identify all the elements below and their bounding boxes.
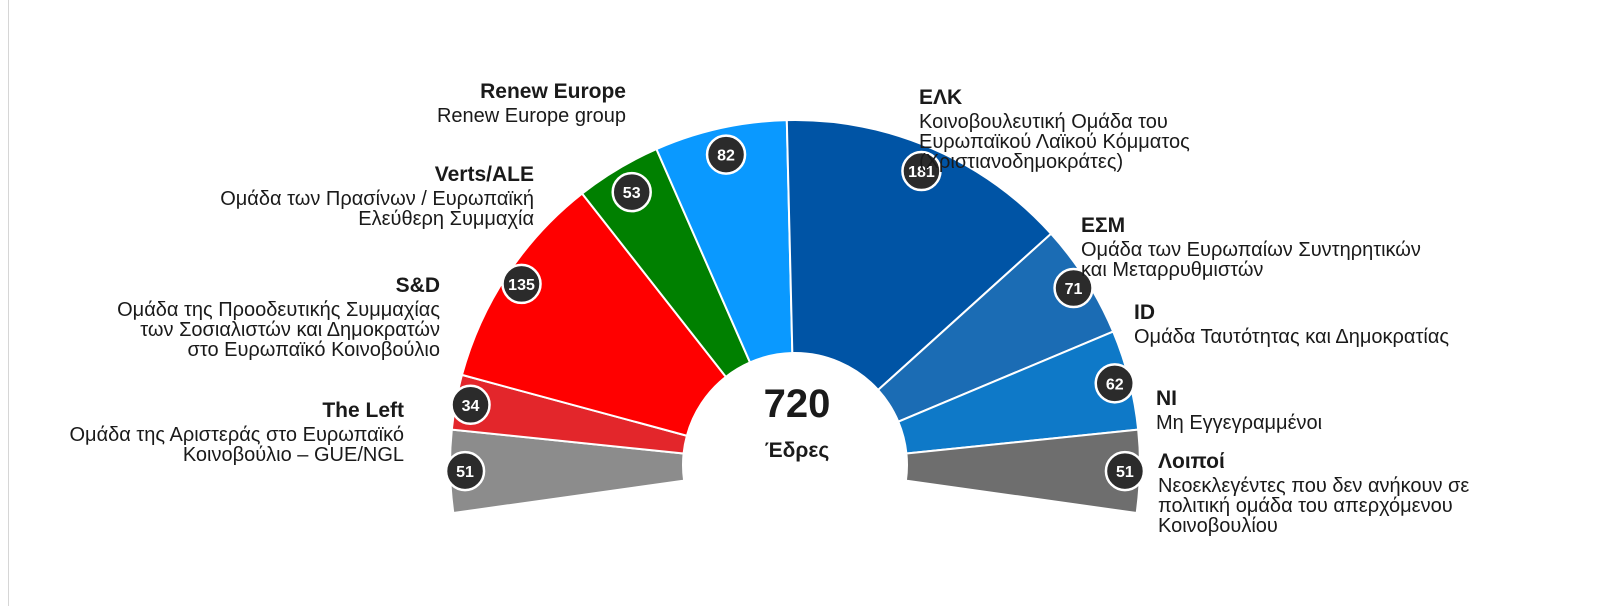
- group-description-line: Ομάδα της Αριστεράς στο Ευρωπαϊκό: [70, 424, 405, 446]
- seat-count-label: 53: [623, 185, 641, 202]
- group-description-line: Ευρωπαϊκού Λαϊκού Κόμματος: [919, 131, 1190, 153]
- group-description-line: Ελεύθερη Συμμαχία: [358, 208, 534, 230]
- group-description-line: Ομάδα των Πρασίνων / Ευρωπαϊκή: [220, 188, 534, 210]
- group-name: Λοιποί: [1158, 450, 1225, 473]
- total-seats: 720 Έδρες: [764, 382, 831, 462]
- seat-badge-id: 62: [1094, 363, 1135, 404]
- group-name: ID: [1134, 301, 1155, 324]
- seat-badge-ελκ: 181: [901, 150, 942, 192]
- group-description-line: Κοινοβουλίου: [1158, 515, 1278, 537]
- left-divider: [8, 0, 9, 606]
- group-description-line: Ομάδα Ταυτότητας και Δημοκρατίας: [1134, 326, 1449, 348]
- seat-count-label: 62: [1106, 376, 1124, 393]
- seat-count-label: 71: [1065, 281, 1083, 298]
- seat-badge-renew-europe: 82: [705, 134, 747, 175]
- group-description-line: στο Ευρωπαϊκό Κοινοβούλιο: [188, 339, 441, 361]
- seat-badge-λοιποι: 51: [444, 450, 486, 492]
- group-description-line: Κοινοβούλιο – GUE/NGL: [183, 444, 404, 466]
- group-description-line: Μη Εγγεγραμμένοι: [1156, 412, 1322, 434]
- total-seats-value: 720: [764, 382, 831, 426]
- group-description-line: Ομάδα των Ευρωπαίων Συντηρητικών: [1081, 239, 1421, 261]
- group-name: The Left: [322, 399, 404, 422]
- group-description-line: (Χριστιανοδημοκράτες): [919, 151, 1123, 173]
- seat-badge-circle: [501, 263, 542, 305]
- group-name: ΕΣΜ: [1081, 214, 1125, 237]
- seat-count-label: 181: [908, 164, 935, 181]
- group-description-line: και Μεταρρυθμιστών: [1081, 259, 1263, 281]
- seat-badge-circle: [1053, 267, 1094, 309]
- seat-badge-verts-ale: 53: [611, 171, 652, 213]
- group-description-line: πολιτική ομάδα του απερχόμενου: [1158, 495, 1453, 517]
- group-description-line: Ομάδα της Προοδευτικής Συμμαχίας: [117, 299, 440, 321]
- wedges: [449, 119, 1141, 515]
- group-description-line: Κοινοβουλευτική Ομάδα του: [919, 111, 1168, 133]
- seat-count-label: 34: [462, 398, 480, 415]
- group-name: NI: [1156, 387, 1177, 410]
- seat-count-label: 51: [456, 464, 474, 481]
- group-description-line: Renew Europe group: [437, 105, 626, 127]
- seat-badge-ni: 51: [1104, 450, 1146, 492]
- seat-badge-circle: [705, 134, 747, 175]
- total-seats-caption: Έδρες: [765, 439, 830, 462]
- wedge-ελκ: [785, 119, 1053, 392]
- group-description-line: των Σοσιαλιστών και Δημοκρατών: [140, 319, 440, 341]
- group-name: ΕΛΚ: [919, 86, 962, 109]
- seat-badge-s-d: 135: [501, 263, 542, 305]
- group-name: Renew Europe: [480, 80, 626, 103]
- wedge-ni: [904, 428, 1141, 515]
- seat-badge-circle: [450, 384, 491, 426]
- seat-badge-circle: [901, 150, 942, 192]
- seat-count-label: 51: [1116, 464, 1134, 481]
- seat-count-label: 82: [717, 148, 735, 165]
- seat-badges: 51 34 135 53 82 181 71 62 51: [444, 134, 1146, 492]
- seat-badge-the-left: 34: [450, 384, 491, 426]
- seat-badge-circle: [1094, 363, 1135, 404]
- seat-badge-circle: [1104, 450, 1146, 492]
- group-name: Verts/ALE: [435, 163, 534, 186]
- seat-count-label: 135: [508, 277, 535, 294]
- group-name: S&D: [396, 274, 440, 297]
- seat-badge-circle: [611, 171, 652, 213]
- group-description-line: Νεοεκλεγέντες που δεν ανήκουν σε: [1158, 475, 1469, 497]
- wedge-s-d: [460, 192, 728, 437]
- seat-badge-εσμ: 71: [1053, 267, 1094, 309]
- seat-badge-circle: [444, 450, 486, 492]
